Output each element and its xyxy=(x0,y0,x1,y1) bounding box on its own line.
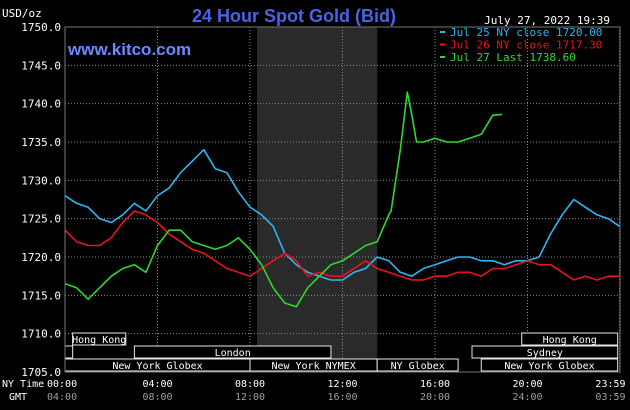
session-label: New York Globex xyxy=(504,361,594,372)
y-tick-label: 1745.0 xyxy=(21,59,61,72)
legend-entry: Jul 25 NY close 1720.00 xyxy=(450,26,602,39)
session-label: Hong Kong xyxy=(72,335,126,346)
plot-background xyxy=(256,27,378,372)
session-box xyxy=(471,345,619,359)
y-tick-label: 1715.0 xyxy=(21,289,61,302)
legend-entry: Jul 26 NY close 1717.30 xyxy=(450,39,602,52)
session-box xyxy=(133,345,332,359)
x-tick-label-ny: 00:00 xyxy=(47,379,77,390)
y-tick-label: 1720.0 xyxy=(21,251,61,264)
plot-frame xyxy=(64,26,621,373)
x-tick-label-gmt: 03:59 xyxy=(595,392,625,403)
session-bars: Hong Kong Hong Kong London Sydney New York G… xyxy=(64,332,619,372)
x-tick-label-ny: 20:00 xyxy=(512,379,542,390)
x-tick-label-gmt: 12:00 xyxy=(235,392,265,403)
axes: 1705.0 1710.0 1715.0 1720.0 1725.0 1730.0 1735… xyxy=(21,21,625,403)
session-box xyxy=(521,332,619,346)
y-tick-label: 1710.0 xyxy=(21,328,61,341)
x-tick-label-ny: 23:59 xyxy=(595,379,625,390)
timestamp: July 27, 2022 19:39 xyxy=(484,14,610,27)
x-tick-label-ny: 04:00 xyxy=(142,379,172,390)
y-tick-label: 1740.0 xyxy=(21,98,61,111)
series-layer xyxy=(64,91,620,308)
session-box xyxy=(64,345,74,359)
ny-time-label: NY Time xyxy=(2,379,44,390)
session-label: New York Globex xyxy=(112,361,202,372)
y-tick-label: 1750.0 xyxy=(21,21,61,34)
legend-entry: Jul 27 Last 1738.60 xyxy=(450,51,576,64)
session-box xyxy=(376,358,459,372)
x-tick-label-gmt: 24:00 xyxy=(512,392,542,403)
y-tick-label: 1725.0 xyxy=(21,213,61,226)
series-line-3 xyxy=(64,91,503,308)
x-tick-label-gmt: 04:00 xyxy=(47,392,77,403)
x-tick-label-ny: 12:00 xyxy=(327,379,357,390)
gmt-label: GMT xyxy=(9,392,27,403)
y-tick-label: 1735.0 xyxy=(21,136,61,149)
session-label: Hong Kong xyxy=(543,335,597,346)
x-tick-label-ny: 16:00 xyxy=(420,379,450,390)
x-tick-label-gmt: 08:00 xyxy=(142,392,172,403)
chart-title: 24 Hour Spot Gold (Bid) xyxy=(192,6,396,26)
y-unit-label: USD/oz xyxy=(2,7,42,20)
x-tick-label-ny: 08:00 xyxy=(235,379,265,390)
nymex-shade xyxy=(256,27,378,372)
legend-swatch xyxy=(440,31,445,33)
session-label: New York NYMEX xyxy=(271,361,355,372)
legend-swatch xyxy=(440,56,445,58)
session-box xyxy=(72,332,127,346)
session-label: London xyxy=(215,348,251,359)
session-label: Sydney xyxy=(527,348,563,359)
y-tick-label: 1705.0 xyxy=(21,366,61,379)
x-tick-label-gmt: 16:00 xyxy=(327,392,357,403)
session-label: NY Globex xyxy=(391,361,445,372)
y-tick-label: 1730.0 xyxy=(21,174,61,187)
series-line-2 xyxy=(64,210,620,281)
legend-swatch xyxy=(440,43,445,46)
session-box xyxy=(480,358,619,372)
site-label: www.kitco.com xyxy=(67,40,191,59)
x-tick-label-gmt: 20:00 xyxy=(420,392,450,403)
